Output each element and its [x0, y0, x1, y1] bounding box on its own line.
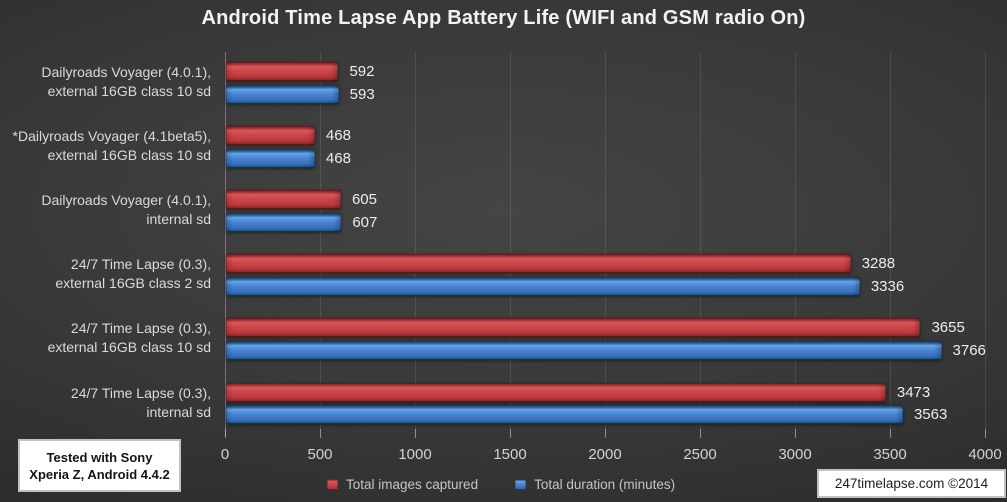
- legend-item: Total images captured: [327, 477, 478, 492]
- axis-tick: [605, 429, 606, 438]
- axis-tick: [225, 429, 226, 438]
- axis-tick: [795, 429, 796, 438]
- bar-duration-minutes: [226, 276, 860, 296]
- legend-label: Total duration (minutes): [534, 477, 676, 492]
- bar-value-label: 607: [352, 213, 378, 231]
- axis-tick: [700, 429, 701, 438]
- tested-device-note: Tested with Sony Xperia Z, Android 4.4.2: [18, 439, 181, 492]
- credit-note: 247timelapse.com ©2014: [817, 469, 1006, 498]
- bar-images-captured: [226, 254, 851, 274]
- category-label-line: external 16GB class 2 sd: [55, 275, 211, 292]
- axis-tick-label: 4000: [968, 446, 1002, 463]
- gridline: [415, 52, 416, 437]
- bar-images-captured: [226, 62, 339, 81]
- bar-duration-minutes: [226, 84, 339, 104]
- category-label: Dailyroads Voyager (4.0.1), internal sd: [0, 191, 211, 229]
- bar-duration-minutes: [226, 212, 342, 232]
- bar-value-label: 605: [351, 191, 377, 209]
- category-label-line: 24/7 Time Lapse (0.3),: [70, 384, 211, 401]
- gridline: [985, 52, 986, 437]
- axis-tick-label: 1000: [398, 446, 432, 463]
- gridline: [320, 52, 321, 437]
- axis-tick-label: 2500: [683, 446, 717, 463]
- category-label-line: external 16GB class 10 sd: [47, 147, 211, 164]
- bar-value-label: 3655: [931, 319, 965, 337]
- bar-images-captured: [226, 126, 315, 146]
- category-label: Dailyroads Voyager (4.0.1), external 16GB…: [0, 63, 211, 101]
- bar-duration-minutes: [226, 148, 315, 168]
- bar-value-label: 593: [349, 85, 375, 103]
- gridline: [510, 52, 511, 437]
- category-label: 24/7 Time Lapse (0.3), internal sd: [0, 384, 211, 422]
- bar-value-label: 3473: [896, 383, 931, 401]
- gridline: [700, 52, 701, 437]
- axis-tick-label: 3500: [873, 446, 907, 463]
- axis-tick: [415, 429, 416, 438]
- y-axis-line: [225, 52, 226, 437]
- axis-tick-label: 3000: [778, 446, 812, 463]
- category-label: 24/7 Time Lapse (0.3), external 16GB clas…: [0, 255, 211, 293]
- bar-value-label: 468: [325, 149, 351, 167]
- category-label-line: internal sd: [146, 211, 211, 228]
- category-label-line: Dailyroads Voyager (4.0.1),: [41, 192, 211, 209]
- tested-device-line1: Tested with Sony: [46, 449, 153, 465]
- category-label-line: Dailyroads Voyager (4.0.1),: [41, 64, 211, 80]
- bar-images-captured: [226, 382, 886, 402]
- bar-images-captured: [226, 318, 921, 338]
- category-label-line: *Dailyroads Voyager (4.1beta5),: [12, 128, 211, 145]
- category-label: 24/7 Time Lapse (0.3), external 16GB clas…: [0, 319, 211, 357]
- tested-device-line2: Xperia Z, Android 4.4.2: [29, 466, 170, 482]
- bar-value-label: 3336: [870, 277, 905, 295]
- bar-value-label: 592: [349, 63, 375, 80]
- category-label-line: 24/7 Time Lapse (0.3),: [70, 320, 211, 337]
- gridline: [605, 52, 606, 437]
- bar-value-label: 3766: [952, 341, 986, 359]
- category-label-line: internal sd: [146, 403, 211, 420]
- axis-tick: [510, 429, 511, 438]
- legend-item: Total duration (minutes): [515, 477, 675, 492]
- axis-tick-label: 500: [307, 446, 333, 463]
- category-label-line: 24/7 Time Lapse (0.3),: [70, 256, 211, 273]
- axis-tick: [985, 429, 986, 438]
- category-label: *Dailyroads Voyager (4.1beta5), external …: [0, 127, 211, 165]
- axis-tick: [320, 429, 321, 438]
- axis-tick: [890, 429, 891, 438]
- category-label-line: external 16GB class 10 sd: [47, 339, 211, 356]
- bar-value-label: 3563: [913, 406, 948, 423]
- gridline: [890, 52, 891, 437]
- credit-text: 247timelapse.com ©2014: [834, 476, 989, 491]
- legend-label: Total images captured: [346, 477, 479, 492]
- bar-value-label: 3288: [861, 255, 896, 273]
- bar-images-captured: [226, 190, 341, 210]
- chart-title: Android Time Lapse App Battery Life (WIF…: [201, 7, 806, 29]
- axis-tick-label: 2000: [588, 446, 622, 463]
- category-label-line: external 16GB class 10 sd: [47, 83, 211, 99]
- axis-tick-label: 1500: [493, 446, 527, 463]
- bar-duration-minutes: [226, 340, 942, 360]
- chart-legend: Total images captured Total duration (min…: [327, 477, 675, 492]
- bar-value-label: 468: [325, 127, 351, 145]
- legend-swatch-images: [327, 479, 338, 490]
- legend-swatch-duration: [515, 479, 527, 490]
- gridline: [795, 52, 796, 437]
- bar-duration-minutes: [226, 405, 903, 424]
- axis-tick-label: 0: [220, 446, 230, 463]
